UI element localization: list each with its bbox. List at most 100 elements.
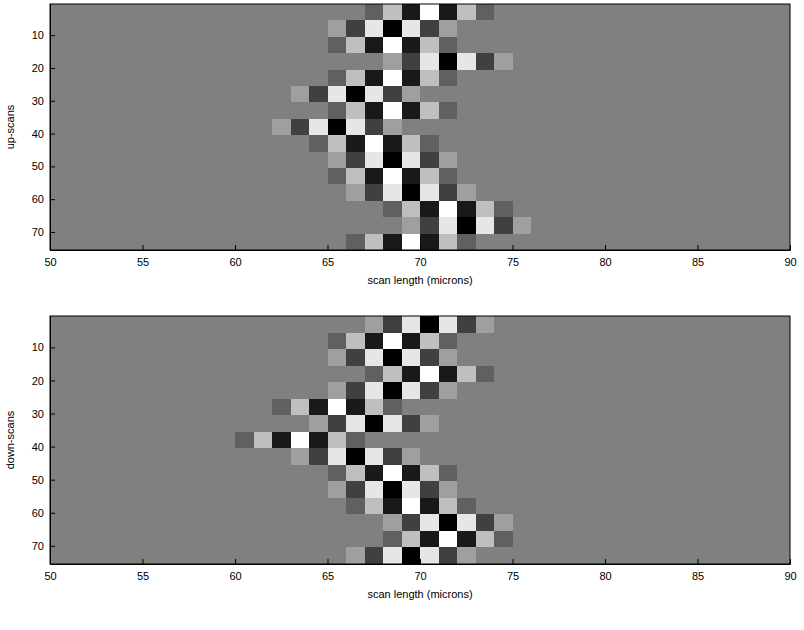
heatmap-cell: [476, 382, 495, 399]
heatmap-cell: [772, 465, 791, 482]
y-tick-label: 20: [32, 375, 44, 387]
heatmap-cell: [550, 366, 569, 383]
heatmap-cell: [161, 70, 180, 87]
heatmap-cell: [642, 349, 661, 366]
heatmap-cell: [180, 448, 199, 465]
heatmap-cell: [217, 217, 236, 234]
heatmap-cell: [309, 498, 328, 515]
x-tick: 80: [599, 245, 611, 268]
heatmap-cell: [661, 201, 680, 218]
heatmap-cell: [587, 498, 606, 515]
heatmap-cell: [494, 465, 513, 482]
heatmap-cell: [513, 514, 532, 531]
heatmap-cell: [531, 382, 550, 399]
heatmap-cell: [531, 316, 550, 333]
heatmap-cell: [716, 119, 735, 136]
heatmap-cell: [624, 217, 643, 234]
heatmap-cell: [180, 234, 199, 250]
heatmap-cell: [624, 37, 643, 54]
heatmap-cell: [124, 201, 143, 218]
heatmap-cell: [365, 316, 384, 333]
heatmap-cell: [383, 20, 402, 37]
heatmap-cell: [383, 201, 402, 218]
heatmap-cell: [272, 531, 291, 548]
heatmap-cell: [235, 119, 254, 136]
heatmap-cell: [624, 119, 643, 136]
heatmap-cell: [402, 152, 421, 169]
heatmap-cell: [87, 184, 106, 201]
heatmap-cell: [605, 415, 624, 432]
heatmap-cell: [161, 432, 180, 449]
heatmap-cell: [679, 70, 698, 87]
heatmap-cell: [679, 481, 698, 498]
heatmap-cell: [439, 382, 458, 399]
x-tick-label: 80: [599, 256, 611, 268]
heatmap-cell: [180, 432, 199, 449]
heatmap-cell: [531, 465, 550, 482]
heatmap-cell: [328, 399, 347, 416]
heatmap-cell: [457, 184, 476, 201]
heatmap-cell: [402, 102, 421, 119]
heatmap-cell: [124, 234, 143, 250]
heatmap-cell: [346, 531, 365, 548]
heatmap-cell: [513, 382, 532, 399]
heatmap-cell: [550, 234, 569, 250]
heatmap-cell: [365, 168, 384, 185]
heatmap-cell: [679, 316, 698, 333]
heatmap-cell: [254, 399, 273, 416]
heatmap-cell: [198, 86, 217, 103]
heatmap-cell: [161, 102, 180, 119]
heatmap-cell: [420, 531, 439, 548]
x-tick: 85: [692, 559, 704, 582]
heatmap-cell: [50, 119, 69, 136]
heatmap-cell: [198, 37, 217, 54]
heatmap-cell: [716, 415, 735, 432]
heatmap-cell: [161, 316, 180, 333]
heatmap-cell: [309, 415, 328, 432]
heatmap-cell: [180, 37, 199, 54]
heatmap-cell: [365, 4, 384, 21]
heatmap-cell: [439, 514, 458, 531]
heatmap-cell: [309, 547, 328, 564]
heatmap-cell: [365, 366, 384, 383]
heatmap-cell: [753, 234, 772, 250]
y-tick: 10: [32, 341, 55, 353]
heatmap-cell: [254, 382, 273, 399]
heatmap-cell: [402, 547, 421, 564]
heatmap-cell: [124, 415, 143, 432]
heatmap-cell: [254, 349, 273, 366]
heatmap-cell: [716, 53, 735, 70]
heatmap-cell: [550, 217, 569, 234]
heatmap-cell: [87, 399, 106, 416]
heatmap-cell: [161, 201, 180, 218]
heatmap-cell: [402, 465, 421, 482]
heatmap-cell: [346, 465, 365, 482]
heatmap-cell: [439, 448, 458, 465]
heatmap-cell: [291, 152, 310, 169]
heatmap-cell: [476, 70, 495, 87]
heatmap-cell: [346, 514, 365, 531]
heatmap-cell: [531, 333, 550, 350]
heatmap-cell: [69, 448, 88, 465]
heatmap-cell: [346, 349, 365, 366]
heatmap-cell: [753, 415, 772, 432]
x-tick-label: 90: [784, 256, 796, 268]
heatmap-cell: [661, 531, 680, 548]
heatmap-cell: [402, 481, 421, 498]
heatmap-cell: [642, 20, 661, 37]
heatmap-cell: [587, 53, 606, 70]
heatmap-cell: [87, 531, 106, 548]
x-tick-mark: [235, 559, 236, 564]
heatmap-cell: [735, 448, 754, 465]
x-axis-line: [51, 250, 791, 251]
heatmap-cell: [235, 382, 254, 399]
heatmap-cell: [420, 234, 439, 250]
heatmap-cell: [513, 20, 532, 37]
heatmap-cell: [309, 382, 328, 399]
heatmap-cell: [716, 4, 735, 21]
heatmap-cell: [365, 498, 384, 515]
heatmap-cell: [291, 102, 310, 119]
heatmap-cell: [513, 498, 532, 515]
heatmap-cell: [198, 70, 217, 87]
heatmap-cell: [420, 349, 439, 366]
